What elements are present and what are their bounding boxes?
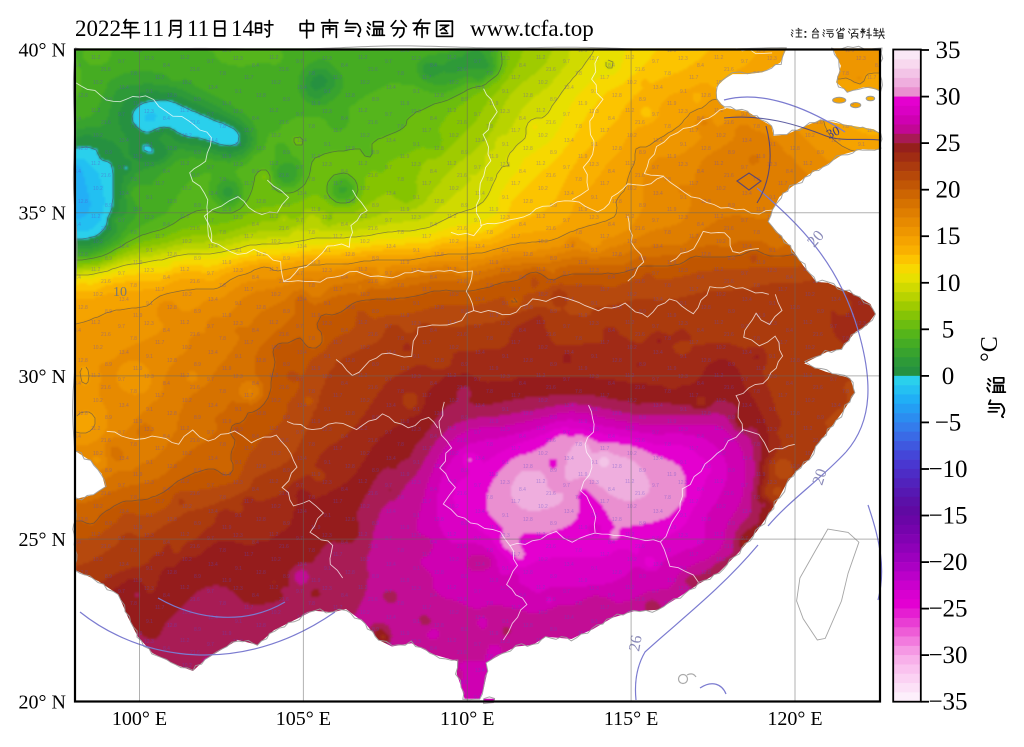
svg-text:30: 30 [936,84,961,111]
svg-text:115° E: 115° E [604,708,658,730]
svg-text:35° N: 35° N [19,203,66,225]
svg-text:20: 20 [810,467,831,487]
svg-text:14: 14 [231,16,255,41]
svg-text:20° N: 20° N [19,692,66,714]
svg-text:120° E: 120° E [767,708,822,730]
svg-text:30: 30 [824,123,842,142]
svg-text:2022: 2022 [75,16,121,41]
svg-text:11: 11 [187,16,209,41]
svg-text:20: 20 [936,177,961,204]
svg-text:−15: −15 [928,503,967,530]
svg-text:15: 15 [936,223,961,250]
svg-text:www.tcfa.top: www.tcfa.top [470,16,594,41]
svg-text:−5: −5 [935,409,962,436]
svg-text:−10: −10 [928,456,967,483]
svg-text:40° N: 40° N [19,40,66,62]
svg-text:25: 25 [936,130,961,157]
svg-text:−30: −30 [928,642,967,669]
svg-text:11: 11 [142,16,164,41]
svg-text:0: 0 [942,363,955,390]
svg-text:26: 26 [626,634,646,653]
svg-text:5: 5 [942,316,955,343]
svg-text:−35: −35 [928,689,967,716]
svg-text:110° E: 110° E [440,708,494,730]
svg-text:10: 10 [936,270,961,297]
svg-text:10: 10 [113,285,127,300]
svg-text:°C: °C [977,336,1003,362]
svg-text:25° N: 25° N [19,529,66,551]
svg-text:105° E: 105° E [276,708,331,730]
svg-text:−20: −20 [928,549,967,576]
svg-text:100° E: 100° E [112,708,167,730]
svg-text:30° N: 30° N [19,366,66,388]
svg-text:−25: −25 [928,596,967,623]
svg-text:35: 35 [936,37,961,64]
